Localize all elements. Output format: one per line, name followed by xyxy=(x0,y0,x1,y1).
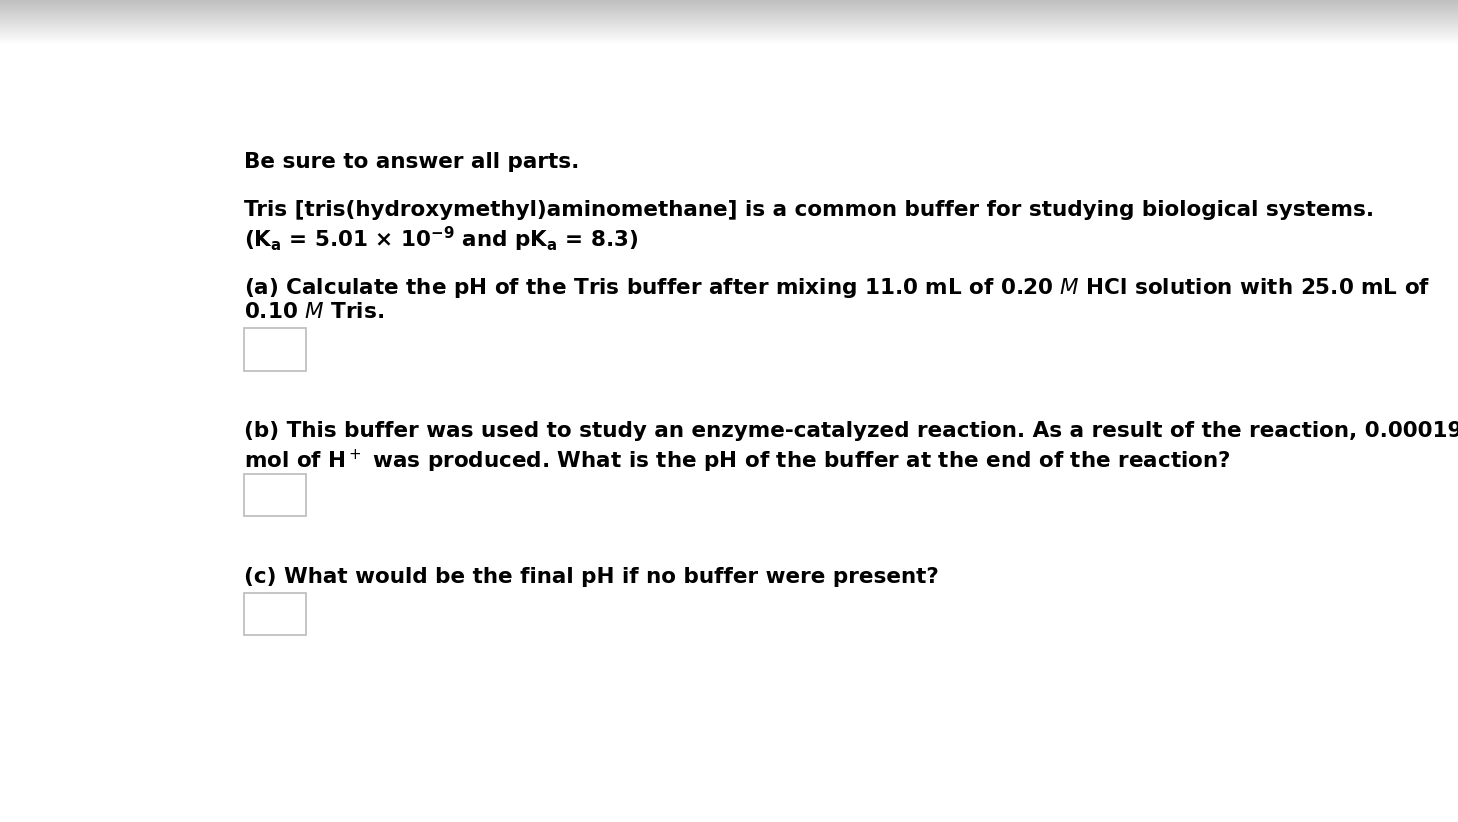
Bar xyxy=(245,593,306,635)
Bar xyxy=(245,474,306,516)
Text: Be sure to answer all parts.: Be sure to answer all parts. xyxy=(245,152,580,173)
Text: (c) What would be the final pH if no buffer were present?: (c) What would be the final pH if no buf… xyxy=(245,567,939,587)
Text: (b) This buffer was used to study an enzyme-catalyzed reaction. As a result of t: (b) This buffer was used to study an enz… xyxy=(245,422,1458,441)
Text: (a) Calculate the pH of the Tris buffer after mixing 11.0 mL of 0.20 $\mathit{M}: (a) Calculate the pH of the Tris buffer … xyxy=(245,276,1430,300)
Text: 0.10 $\mathit{M}$ Tris.: 0.10 $\mathit{M}$ Tris. xyxy=(245,302,385,322)
Text: Tris [tris(hydroxymethyl)aminomethane] is a common buffer for studying biologica: Tris [tris(hydroxymethyl)aminomethane] i… xyxy=(245,200,1375,220)
Text: ($\mathbf{K}_\mathbf{a}$ = 5.01 × 10$^{\mathbf{-9}}$ and p$\mathbf{K}_\mathbf{a}: ($\mathbf{K}_\mathbf{a}$ = 5.01 × 10$^{\… xyxy=(245,225,639,255)
Text: mol of H$^+$ was produced. What is the pH of the buffer at the end of the reacti: mol of H$^+$ was produced. What is the p… xyxy=(245,448,1231,475)
Bar xyxy=(245,329,306,371)
